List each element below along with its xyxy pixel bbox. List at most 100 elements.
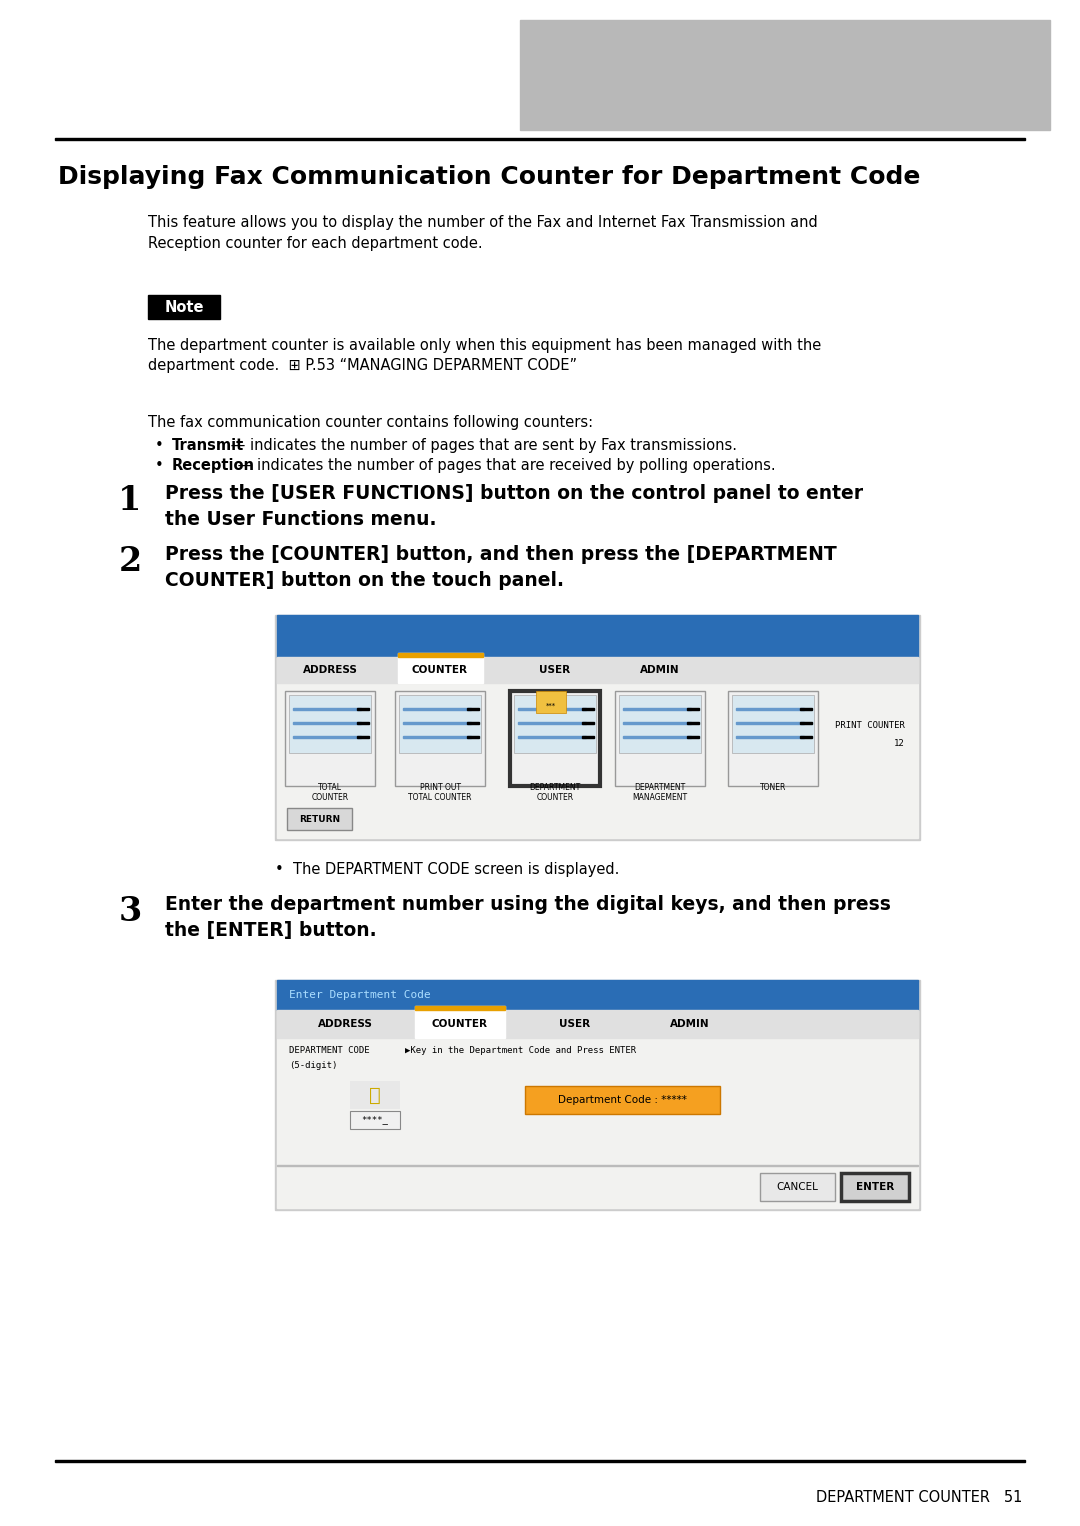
Bar — [582, 722, 594, 723]
Bar — [732, 694, 814, 752]
Bar — [735, 708, 804, 710]
Bar — [276, 1010, 918, 1038]
Bar — [275, 615, 920, 839]
Text: ADDRESS: ADDRESS — [302, 665, 357, 674]
Text: Enter the department number using the digital keys, and then press
the [ENTER] b: Enter the department number using the di… — [165, 896, 891, 940]
Bar — [276, 615, 918, 658]
Text: CANCEL: CANCEL — [777, 1183, 819, 1192]
Bar — [735, 722, 804, 723]
Text: 🔑: 🔑 — [369, 1085, 381, 1105]
Text: COUNTER: COUNTER — [432, 1019, 488, 1029]
Bar — [403, 736, 471, 739]
Bar — [293, 722, 361, 723]
Bar — [357, 736, 369, 739]
Text: RETURN: RETURN — [299, 815, 340, 824]
Bar — [582, 736, 594, 739]
Bar — [800, 736, 812, 739]
Bar — [687, 708, 699, 710]
Bar — [293, 708, 361, 710]
Text: Press the [USER FUNCTIONS] button on the control panel to enter
the User Functio: Press the [USER FUNCTIONS] button on the… — [165, 484, 863, 528]
Bar — [518, 708, 586, 710]
Text: Displaying Fax Communication Counter for Department Code: Displaying Fax Communication Counter for… — [58, 165, 920, 189]
Text: COUNTER: COUNTER — [411, 665, 468, 674]
Text: •: • — [156, 438, 164, 453]
Text: Note: Note — [164, 299, 204, 314]
Text: USER: USER — [559, 1019, 591, 1029]
Text: — indicates the number of pages that are sent by Fax transmissions.: — indicates the number of pages that are… — [227, 438, 738, 453]
Text: (5-digit): (5-digit) — [289, 1061, 337, 1070]
Text: PRINT COUNTER: PRINT COUNTER — [835, 720, 905, 729]
Bar — [510, 691, 600, 786]
Text: The fax communication counter contains following counters:: The fax communication counter contains f… — [148, 415, 593, 430]
Bar — [397, 653, 483, 658]
Text: Transmit: Transmit — [172, 438, 244, 453]
Text: — indicates the number of pages that are received by polling operations.: — indicates the number of pages that are… — [233, 458, 775, 473]
Text: Department Code : *****: Department Code : ***** — [558, 1096, 687, 1105]
Bar — [760, 1173, 835, 1201]
Text: •: • — [156, 458, 164, 473]
Text: ***: *** — [545, 703, 556, 710]
Bar — [287, 807, 352, 830]
Bar — [285, 691, 375, 786]
Text: ▶Key in the Department Code and Press ENTER: ▶Key in the Department Code and Press EN… — [405, 1045, 636, 1054]
Bar — [735, 736, 804, 739]
Text: department code.  ⊞ P.53 “MANAGING DEPARMENT CODE”: department code. ⊞ P.53 “MANAGING DEPARM… — [148, 359, 577, 372]
Bar — [357, 722, 369, 723]
Text: ****_: ****_ — [362, 1116, 389, 1125]
Text: 12: 12 — [894, 739, 905, 748]
Bar — [276, 983, 918, 1209]
Text: •  The DEPARTMENT CODE screen is displayed.: • The DEPARTMENT CODE screen is displaye… — [275, 862, 619, 877]
Text: 3: 3 — [119, 896, 141, 928]
Bar — [276, 980, 918, 1010]
Text: ADDRESS: ADDRESS — [318, 1019, 373, 1029]
Bar — [519, 20, 1050, 130]
Bar — [623, 736, 691, 739]
Bar — [467, 708, 480, 710]
Bar — [467, 722, 480, 723]
Text: ADMIN: ADMIN — [640, 665, 679, 674]
Bar — [623, 708, 691, 710]
Bar — [582, 708, 594, 710]
Text: Reception: Reception — [172, 458, 255, 473]
Bar — [800, 708, 812, 710]
Bar — [395, 691, 485, 786]
Bar — [397, 653, 483, 684]
Bar — [415, 1006, 505, 1038]
Bar — [276, 617, 918, 838]
Text: ADMIN: ADMIN — [671, 1019, 710, 1029]
Bar — [841, 1173, 909, 1201]
Bar — [623, 722, 691, 723]
Bar — [350, 1080, 400, 1109]
Bar — [687, 736, 699, 739]
Text: DEPARTMENT
COUNTER: DEPARTMENT COUNTER — [529, 783, 581, 803]
Text: Press the [COUNTER] button, and then press the [DEPARTMENT
COUNTER] button on th: Press the [COUNTER] button, and then pre… — [165, 545, 837, 589]
Bar — [415, 1006, 505, 1010]
Bar — [55, 1459, 1025, 1462]
Bar — [687, 722, 699, 723]
Bar — [350, 1111, 400, 1129]
Text: DEPARTMENT COUNTER   51: DEPARTMENT COUNTER 51 — [815, 1489, 1022, 1505]
Bar — [536, 691, 566, 713]
Text: Enter Department Code: Enter Department Code — [289, 990, 431, 1000]
Text: DEPARTMENT CODE: DEPARTMENT CODE — [289, 1045, 369, 1054]
Text: 2: 2 — [119, 545, 141, 578]
Bar — [615, 691, 705, 786]
Bar — [800, 722, 812, 723]
Bar — [289, 694, 372, 752]
Bar — [467, 736, 480, 739]
Bar — [293, 736, 361, 739]
Text: The department counter is available only when this equipment has been managed wi: The department counter is available only… — [148, 337, 821, 353]
Bar — [728, 691, 818, 786]
Bar — [357, 708, 369, 710]
Text: USER: USER — [539, 665, 570, 674]
Bar — [275, 980, 920, 1210]
Text: ENTER: ENTER — [855, 1183, 894, 1192]
Bar — [514, 694, 596, 752]
Text: DEPARTMENT
MANAGEMENT: DEPARTMENT MANAGEMENT — [633, 783, 688, 803]
Bar — [525, 1087, 720, 1114]
Bar — [403, 722, 471, 723]
Bar — [55, 137, 1025, 140]
Bar — [399, 694, 481, 752]
Text: 1: 1 — [119, 484, 141, 517]
Bar — [403, 708, 471, 710]
